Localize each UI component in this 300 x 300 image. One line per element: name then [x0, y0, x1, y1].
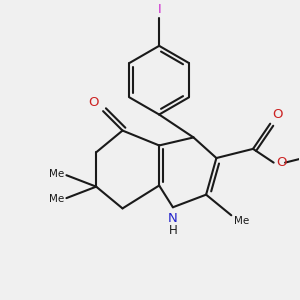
- Text: H: H: [169, 224, 177, 237]
- Text: O: O: [272, 108, 283, 122]
- Text: N: N: [168, 212, 178, 225]
- Text: O: O: [276, 156, 286, 169]
- Text: Me: Me: [49, 169, 64, 179]
- Text: Me: Me: [49, 194, 64, 204]
- Text: O: O: [88, 96, 98, 109]
- Text: Me: Me: [234, 216, 249, 226]
- Text: I: I: [157, 3, 161, 16]
